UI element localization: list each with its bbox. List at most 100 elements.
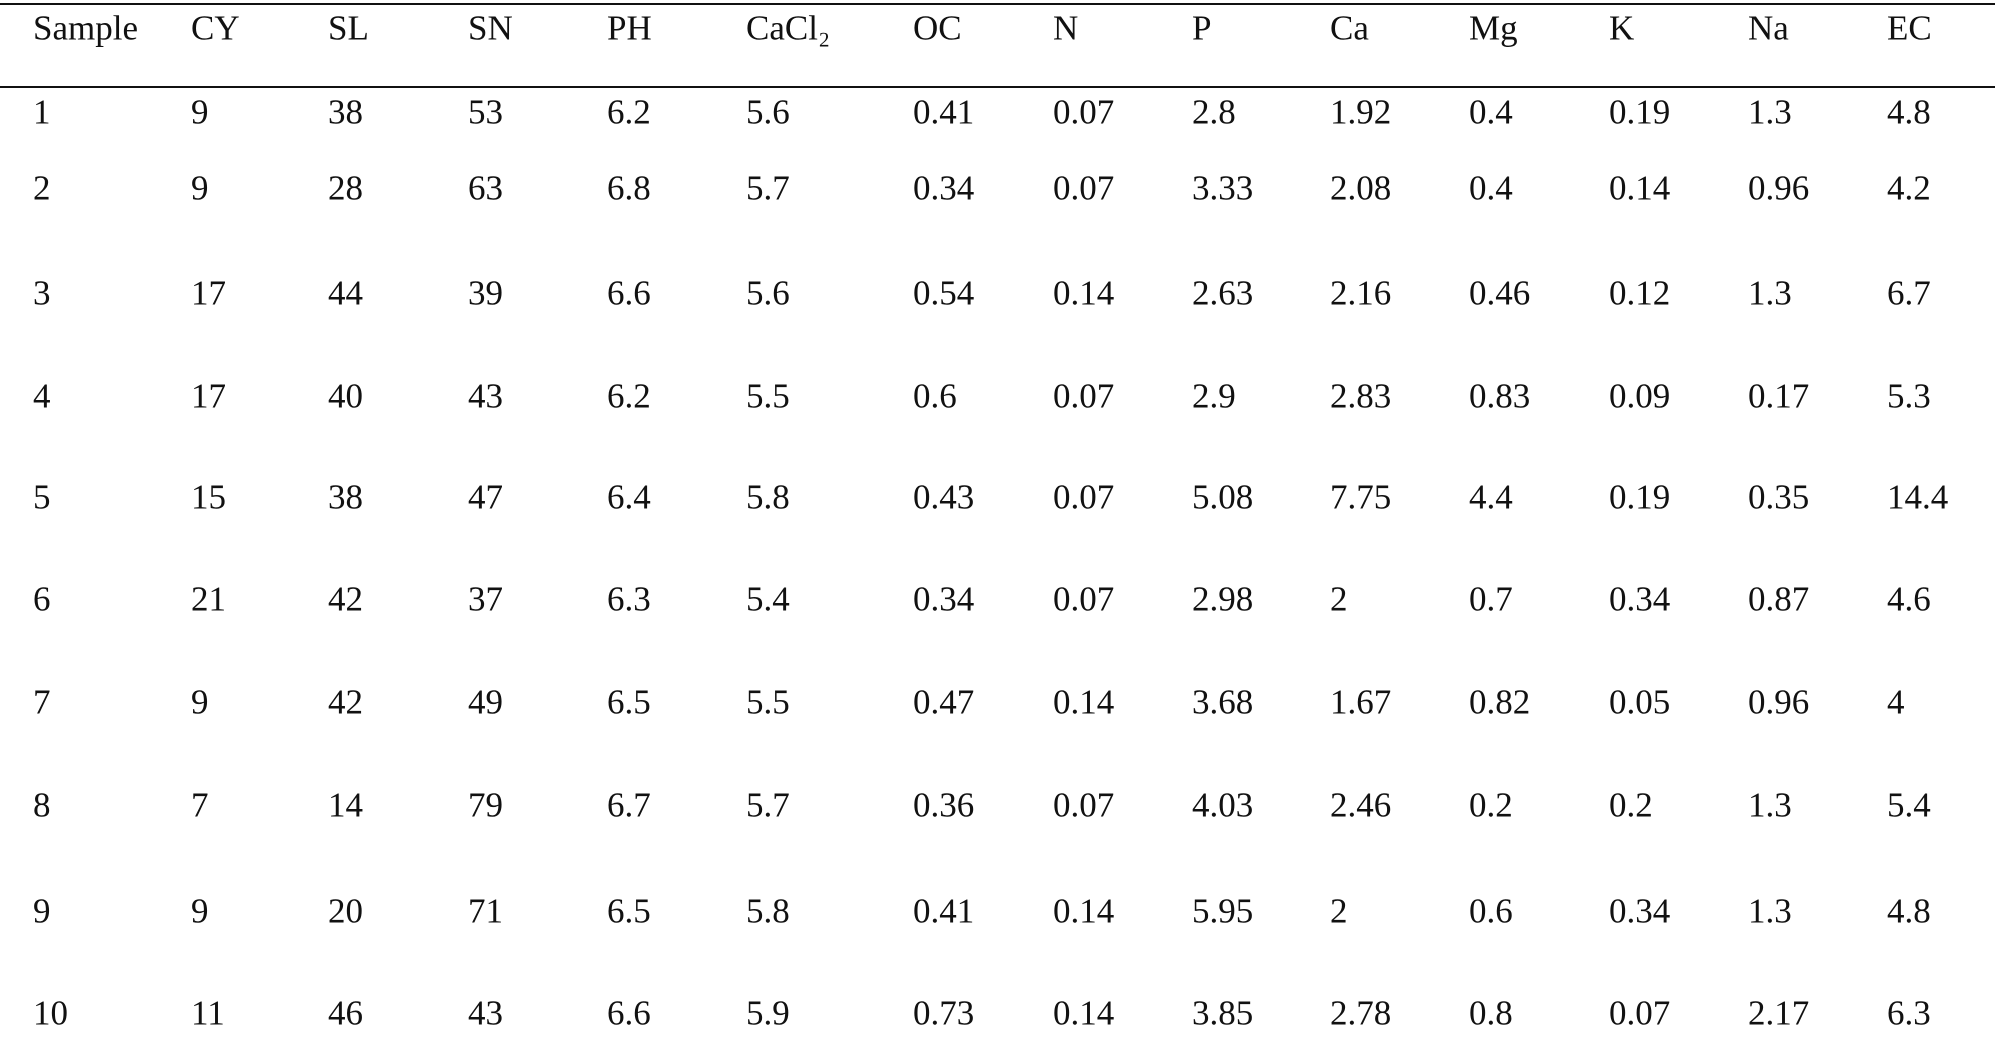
table-cell: 6.7 xyxy=(1887,273,1931,313)
column-header: P xyxy=(1192,8,1212,48)
table-cell: 63 xyxy=(468,168,503,208)
table-cell: 7.75 xyxy=(1330,477,1392,517)
table-cell: 6.2 xyxy=(607,376,651,416)
column-header: EC xyxy=(1887,8,1932,48)
table-cell: 3.68 xyxy=(1192,682,1254,722)
table-cell: 2 xyxy=(1330,579,1348,619)
table-cell: 1.3 xyxy=(1748,785,1792,825)
table-cell: 1.92 xyxy=(1330,92,1392,132)
table-cell: 6.3 xyxy=(607,579,651,619)
table-cell: 0.47 xyxy=(913,682,975,722)
table-cell: 5.9 xyxy=(746,993,790,1033)
table-cell: 17 xyxy=(191,273,226,313)
table-cell: 0.43 xyxy=(913,477,975,517)
table-cell: 7 xyxy=(33,682,51,722)
table-cell: 6.8 xyxy=(607,168,651,208)
table-cell: 14 xyxy=(328,785,363,825)
table-cell: 0.07 xyxy=(1053,92,1115,132)
table-cell: 47 xyxy=(468,477,503,517)
top-rule xyxy=(0,3,1995,5)
table-cell: 1.3 xyxy=(1748,92,1792,132)
table-cell: 6.5 xyxy=(607,682,651,722)
table-cell: 0.09 xyxy=(1609,376,1671,416)
table-cell: 2.16 xyxy=(1330,273,1392,313)
table-cell: 3.85 xyxy=(1192,993,1254,1033)
table-cell: 0.07 xyxy=(1053,376,1115,416)
table-cell: 0.05 xyxy=(1609,682,1671,722)
column-header: SL xyxy=(328,8,369,48)
table-cell: 46 xyxy=(328,993,363,1033)
table-cell: 0.36 xyxy=(913,785,975,825)
table-cell: 5.5 xyxy=(746,682,790,722)
table-cell: 5.6 xyxy=(746,92,790,132)
table-cell: 4.6 xyxy=(1887,579,1931,619)
table-cell: 6.3 xyxy=(1887,993,1931,1033)
table-cell: 5.4 xyxy=(1887,785,1931,825)
table-cell: 0.34 xyxy=(913,168,975,208)
table-cell: 0.14 xyxy=(1609,168,1671,208)
table-cell: 0.6 xyxy=(1469,891,1513,931)
table-cell: 5.8 xyxy=(746,891,790,931)
table-cell: 20 xyxy=(328,891,363,931)
table-cell: 0.12 xyxy=(1609,273,1671,313)
table-cell: 21 xyxy=(191,579,226,619)
table-cell: 2 xyxy=(33,168,51,208)
table-cell: 0.41 xyxy=(913,92,975,132)
table-cell: 9 xyxy=(33,891,51,931)
table-cell: 2.9 xyxy=(1192,376,1236,416)
table-cell: 79 xyxy=(468,785,503,825)
column-header: CaCl₂ xyxy=(746,8,831,48)
table-cell: 0.17 xyxy=(1748,376,1810,416)
table-cell: 5 xyxy=(33,477,51,517)
column-header: CY xyxy=(191,8,240,48)
table-cell: 28 xyxy=(328,168,363,208)
table-cell: 0.07 xyxy=(1609,993,1671,1033)
table-cell: 2.46 xyxy=(1330,785,1392,825)
table-cell: 0.4 xyxy=(1469,168,1513,208)
table-cell: 4 xyxy=(1887,682,1905,722)
table-cell: 40 xyxy=(328,376,363,416)
table-cell: 43 xyxy=(468,993,503,1033)
table-cell: 0.07 xyxy=(1053,579,1115,619)
table-cell: 5.3 xyxy=(1887,376,1931,416)
table-cell: 0.34 xyxy=(913,579,975,619)
table-cell: 0.87 xyxy=(1748,579,1810,619)
table-cell: 2.8 xyxy=(1192,92,1236,132)
table-cell: 0.34 xyxy=(1609,579,1671,619)
table-cell: 1.67 xyxy=(1330,682,1392,722)
table-cell: 10 xyxy=(33,993,68,1033)
table-cell: 6.6 xyxy=(607,273,651,313)
table-cell: 0.73 xyxy=(913,993,975,1033)
table-cell: 49 xyxy=(468,682,503,722)
table-cell: 0.2 xyxy=(1469,785,1513,825)
table-cell: 0.6 xyxy=(913,376,957,416)
table-cell: 9 xyxy=(191,92,209,132)
table-cell: 0.46 xyxy=(1469,273,1531,313)
table-cell: 5.7 xyxy=(746,785,790,825)
table-cell: 0.07 xyxy=(1053,477,1115,517)
table-cell: 8 xyxy=(33,785,51,825)
table-cell: 6.6 xyxy=(607,993,651,1033)
table-cell: 71 xyxy=(468,891,503,931)
table-cell: 6.5 xyxy=(607,891,651,931)
table-cell: 5.5 xyxy=(746,376,790,416)
table-cell: 7 xyxy=(191,785,209,825)
table-cell: 9 xyxy=(191,168,209,208)
table-cell: 5.08 xyxy=(1192,477,1254,517)
table-cell: 43 xyxy=(468,376,503,416)
table-cell: 2.78 xyxy=(1330,993,1392,1033)
table-cell: 38 xyxy=(328,92,363,132)
table-cell: 9 xyxy=(191,891,209,931)
table-cell: 44 xyxy=(328,273,363,313)
table-cell: 0.41 xyxy=(913,891,975,931)
table-cell: 14.4 xyxy=(1887,477,1949,517)
table-cell: 5.7 xyxy=(746,168,790,208)
table-cell: 4.8 xyxy=(1887,891,1931,931)
table-cell: 5.4 xyxy=(746,579,790,619)
table-cell: 0.96 xyxy=(1748,168,1810,208)
column-header: OC xyxy=(913,8,962,48)
column-header: SN xyxy=(468,8,513,48)
column-header: Na xyxy=(1748,8,1789,48)
table-cell: 4.4 xyxy=(1469,477,1513,517)
